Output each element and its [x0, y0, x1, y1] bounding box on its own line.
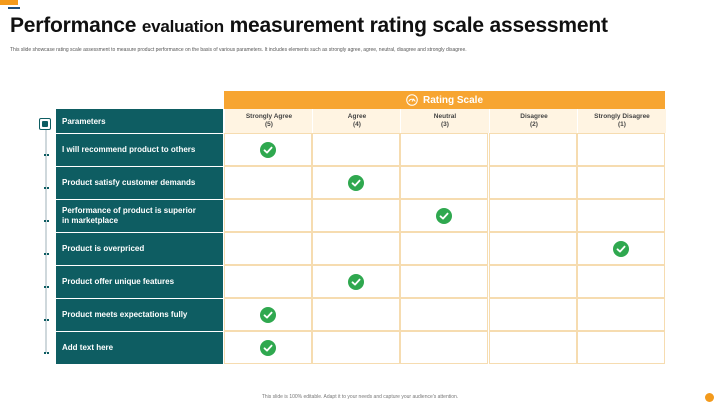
parameter-text: Performance of product is superior in ma… — [62, 206, 196, 225]
parameter-row-label: Product satisfy customer demands — [56, 166, 223, 199]
rating-cell — [400, 331, 488, 364]
column-score: (5) — [265, 121, 273, 128]
timeline-dot — [44, 352, 49, 357]
rating-cell — [224, 265, 312, 298]
parameter-row-label: Product offer unique features — [56, 265, 223, 298]
column-label: Disagree — [520, 113, 548, 120]
rating-cell — [489, 298, 577, 331]
rating-cell — [489, 232, 577, 265]
parameter-text: I will recommend product to others — [62, 145, 196, 154]
check-circle-icon — [436, 207, 452, 224]
parameter-text: Product satisfy customer demands — [62, 178, 196, 187]
parameter-text: Product meets expectations fully — [62, 310, 188, 319]
rating-cell — [489, 331, 577, 364]
rating-cell — [400, 265, 488, 298]
rating-cell — [489, 166, 577, 199]
parameters-header: Parameters — [56, 109, 223, 133]
rating-cell — [400, 232, 488, 265]
corner-dot — [705, 393, 714, 402]
rating-cell — [224, 199, 312, 232]
rating-cell — [577, 133, 665, 166]
check-circle-icon — [348, 174, 364, 191]
column-score: (2) — [530, 121, 538, 128]
column-score: (4) — [353, 121, 361, 128]
timeline-top-marker — [39, 118, 51, 130]
column-label: Agree — [347, 113, 367, 120]
column-score: (1) — [618, 121, 626, 128]
rating-cell — [312, 199, 400, 232]
rating-scale-header: Rating Scale — [224, 91, 665, 109]
column-label: Neutral — [433, 113, 457, 120]
page-title: Performance evaluation measurement ratin… — [10, 14, 608, 38]
parameter-text: Add text here — [62, 343, 114, 352]
check-circle-icon — [260, 141, 276, 158]
rating-cell — [312, 133, 400, 166]
rating-cell — [312, 298, 400, 331]
timeline-dot — [44, 286, 49, 291]
footer-text: This slide is 100% editable. Adapt it to… — [261, 394, 459, 400]
rating-cell — [489, 265, 577, 298]
column-header: Neutral (3) — [400, 109, 489, 133]
column-header: Agree (4) — [312, 109, 401, 133]
parameter-row-label: Add text here — [56, 331, 223, 364]
column-label: Strongly Disagree — [594, 113, 650, 120]
parameter-text: Product offer unique features — [62, 277, 175, 286]
rating-cell — [312, 331, 400, 364]
accent-bar — [0, 0, 18, 5]
rating-cell — [577, 265, 665, 298]
check-circle-icon — [260, 306, 276, 323]
timeline-dot — [44, 154, 49, 159]
page-subtitle: This slide showcase rating scale assessm… — [10, 47, 467, 53]
check-circle-icon — [260, 339, 276, 356]
check-circle-icon — [613, 240, 629, 257]
timeline-dot — [44, 253, 49, 258]
rating-cell — [312, 232, 400, 265]
column-header: Disagree (2) — [489, 109, 578, 133]
column-score: (3) — [441, 121, 449, 128]
rating-cell — [312, 265, 400, 298]
column-header: Strongly Disagree (1) — [577, 109, 666, 133]
rating-cell — [224, 166, 312, 199]
rating-cell — [577, 331, 665, 364]
parameter-row-label: Performance of product is superior in ma… — [56, 199, 223, 232]
title-part-1: Performance — [10, 14, 137, 37]
rating-cell — [224, 232, 312, 265]
timeline-dot — [44, 187, 49, 192]
parameter-row-label: I will recommend product to others — [56, 133, 223, 166]
timeline-dot — [44, 220, 49, 225]
title-part-3: measurement rating scale assessment — [229, 14, 608, 37]
rating-scale-label: Rating Scale — [422, 94, 484, 106]
rating-cell — [400, 133, 488, 166]
rating-cell — [400, 298, 488, 331]
rating-cell — [577, 199, 665, 232]
rating-cell — [489, 199, 577, 232]
title-part-2: evaluation — [141, 17, 224, 36]
parameter-text: Product is overpriced — [62, 244, 145, 253]
rating-cell — [400, 166, 488, 199]
accent-line — [8, 7, 20, 9]
check-circle-icon — [348, 273, 364, 290]
column-label: Strongly Agree — [245, 113, 293, 120]
timeline-dot — [44, 319, 49, 324]
parameter-row-label: Product meets expectations fully — [56, 298, 223, 331]
timeline-line — [45, 125, 47, 353]
rating-cell — [577, 298, 665, 331]
column-header: Strongly Agree (5) — [224, 109, 313, 133]
rating-cell — [577, 166, 665, 199]
gauge-icon — [406, 94, 418, 106]
parameter-row-label: Product is overpriced — [56, 232, 223, 265]
rating-cell — [489, 133, 577, 166]
